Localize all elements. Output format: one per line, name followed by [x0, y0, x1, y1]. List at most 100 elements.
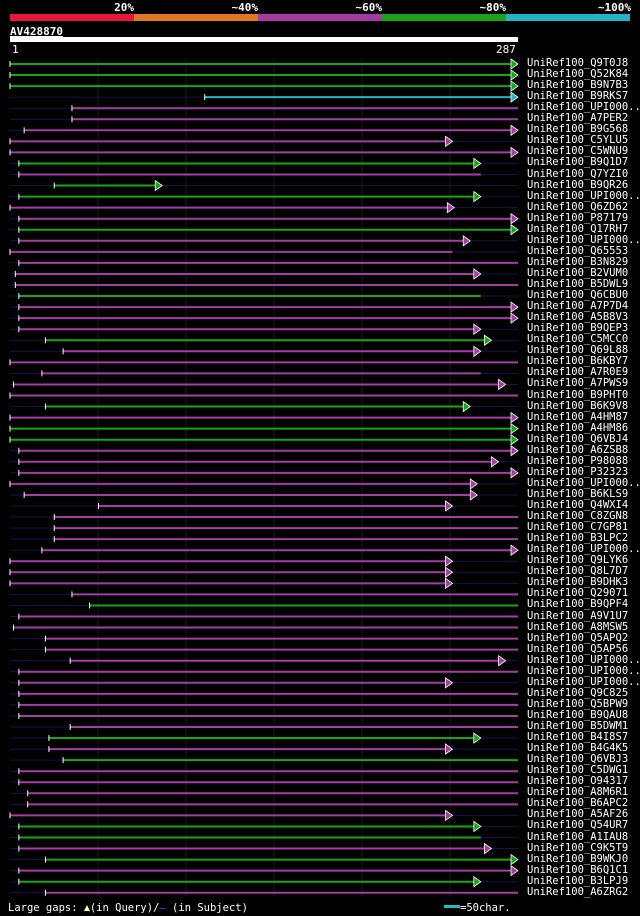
hit-row[interactable]	[10, 842, 518, 855]
hit-label[interactable]: UniRef100_A8MSW5	[527, 620, 629, 633]
hit-row[interactable]	[10, 654, 518, 667]
hit-row[interactable]	[9, 80, 519, 92]
hit-row[interactable]	[9, 146, 519, 159]
hit-label[interactable]: UniRef100_UPI000..	[527, 675, 640, 688]
hit-row[interactable]	[10, 613, 518, 620]
hit-label[interactable]: UniRef100_UPI000..	[527, 101, 640, 114]
hit-row[interactable]	[10, 467, 519, 479]
hit-label[interactable]: UniRef100_C5MCC0	[527, 333, 629, 346]
hit-row[interactable]	[10, 834, 518, 841]
hit-label[interactable]: UniRef100_Q9LYK6	[527, 554, 629, 567]
hit-row[interactable]	[9, 392, 518, 399]
hit-row[interactable]	[9, 58, 519, 70]
hit-row[interactable]	[10, 591, 518, 598]
hit-label[interactable]: UniRef100_Q69L88	[527, 344, 629, 357]
hit-label[interactable]: UniRef100_C9K5T9	[527, 841, 629, 854]
hit-label[interactable]: UniRef100_Q6CBU0	[527, 289, 629, 302]
hit-label[interactable]: UniRef100_Q5AP56	[527, 642, 629, 655]
hit-row[interactable]	[10, 235, 518, 247]
hit-row[interactable]	[10, 602, 518, 609]
hit-label[interactable]: UniRef100_B2VUM0	[527, 266, 629, 279]
hit-label[interactable]: UniRef100_P87179	[527, 211, 629, 224]
hit-label[interactable]: UniRef100_C8ZGN8	[527, 510, 629, 523]
hit-label[interactable]: UniRef100_B3LPJ9	[527, 874, 629, 887]
hit-label[interactable]: UniRef100_UPI000..	[527, 664, 640, 677]
hit-label[interactable]: UniRef100_B6KLS9	[527, 487, 629, 500]
hit-row[interactable]	[10, 690, 518, 697]
hit-row[interactable]	[9, 478, 518, 490]
hit-row[interactable]	[10, 190, 518, 203]
hit-label[interactable]: UniRef100_C5YLU5	[527, 134, 629, 147]
hit-row[interactable]	[10, 400, 518, 413]
hit-label[interactable]: UniRef100_Q4WXI4	[527, 499, 629, 511]
hit-label[interactable]: UniRef100_Q5APQ2	[527, 631, 629, 644]
hit-row[interactable]	[10, 875, 518, 888]
hit-label[interactable]: UniRef100_Q7YZI0	[527, 167, 629, 180]
hit-label[interactable]: UniRef100_Q5BPW9	[527, 697, 629, 710]
hit-row[interactable]	[10, 312, 519, 324]
hit-row[interactable]	[10, 323, 518, 335]
hit-label[interactable]: UniRef100_A5B8V3	[527, 311, 629, 324]
hit-label[interactable]: UniRef100_A6ZRG2	[527, 885, 629, 898]
hit-row[interactable]	[10, 536, 518, 543]
hit-row[interactable]	[10, 668, 518, 675]
hit-row[interactable]	[10, 223, 519, 236]
hit-row[interactable]	[9, 577, 518, 590]
hit-label[interactable]: UniRef100_UPI000..	[527, 543, 640, 556]
hit-row[interactable]	[9, 566, 518, 579]
hit-label[interactable]: UniRef100_B9WKJ0	[527, 852, 629, 865]
hit-row[interactable]	[10, 293, 518, 300]
hit-label[interactable]: UniRef100_A5AF26	[527, 808, 629, 821]
hit-label[interactable]: UniRef100_Q6VBJ4	[527, 432, 629, 445]
hit-row[interactable]	[9, 433, 519, 446]
hit-row[interactable]	[10, 124, 519, 137]
hit-row[interactable]	[10, 646, 518, 653]
hit-row[interactable]	[10, 732, 518, 744]
hit-label[interactable]: UniRef100_B6K9V8	[527, 399, 629, 412]
hit-row[interactable]	[10, 378, 518, 391]
hit-row[interactable]	[10, 790, 518, 797]
hit-label[interactable]: UniRef100_A8M6R1	[527, 786, 629, 799]
hit-label[interactable]: UniRef100_B4G4K5	[527, 742, 629, 755]
hit-label[interactable]: UniRef100_B3N829	[527, 255, 629, 268]
hit-label[interactable]: UniRef100_UPI000..	[527, 653, 640, 666]
hit-label[interactable]: UniRef100_Q29071	[527, 587, 629, 600]
query-title[interactable]: AV428870	[10, 25, 63, 38]
hit-row[interactable]	[10, 500, 518, 512]
hit-row[interactable]	[10, 456, 518, 468]
hit-row[interactable]	[10, 212, 519, 225]
hit-row[interactable]	[10, 525, 518, 532]
hit-row[interactable]	[10, 853, 519, 866]
hit-label[interactable]: UniRef100_P32323	[527, 465, 629, 478]
hit-label[interactable]: UniRef100_Q8L7D7	[527, 565, 629, 578]
hit-row[interactable]	[10, 514, 518, 521]
hit-label[interactable]: UniRef100_A7P7D4	[527, 300, 629, 313]
hit-row[interactable]	[10, 724, 518, 730]
hit-row[interactable]	[10, 757, 518, 764]
hit-row[interactable]	[10, 677, 518, 689]
hit-label[interactable]: UniRef100_C7GP81	[527, 521, 629, 534]
hit-row[interactable]	[10, 157, 518, 170]
hit-label[interactable]: UniRef100_A7R0E9	[527, 366, 629, 379]
hit-label[interactable]: UniRef100_B9RKS7	[527, 90, 629, 103]
hit-row[interactable]	[10, 779, 518, 786]
hit-label[interactable]: UniRef100_A1IAU8	[527, 830, 629, 843]
hit-label[interactable]: UniRef100_Q6ZD62	[527, 200, 629, 213]
hit-label[interactable]: UniRef100_A9V1U7	[527, 609, 629, 622]
hit-label[interactable]: UniRef100_B9QAU8	[527, 708, 629, 721]
hit-row[interactable]	[10, 370, 518, 377]
hit-label[interactable]: UniRef100_A4HM87	[527, 410, 629, 423]
hit-label[interactable]: UniRef100_B6APC2	[527, 797, 629, 810]
hit-label[interactable]: UniRef100_Q52K84	[527, 68, 629, 81]
hit-label[interactable]: UniRef100_B6KBY7	[527, 355, 629, 368]
hit-label[interactable]: UniRef100_UPI000..	[527, 189, 640, 202]
hit-label[interactable]: UniRef100_B9PHT0	[527, 388, 629, 401]
hit-label[interactable]: UniRef100_A4HM86	[527, 421, 629, 434]
hit-row[interactable]	[9, 248, 518, 255]
hit-row[interactable]	[9, 69, 519, 81]
hit-label[interactable]: UniRef100_B9G568	[527, 123, 629, 136]
hit-row[interactable]	[10, 768, 518, 775]
hit-row[interactable]	[10, 889, 518, 896]
hit-label[interactable]: UniRef100_UPI000..	[527, 233, 640, 246]
hit-label[interactable]: UniRef100_Q6VBJ3	[527, 753, 629, 766]
